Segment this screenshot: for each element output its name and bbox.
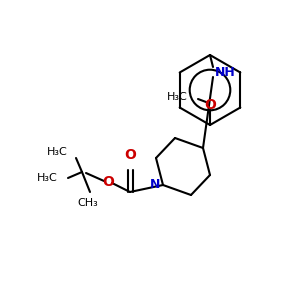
Text: CH₃: CH₃ — [78, 198, 98, 208]
Text: N: N — [150, 178, 160, 191]
Text: H₃C: H₃C — [167, 92, 188, 102]
Text: O: O — [124, 148, 136, 162]
Text: H₃C: H₃C — [37, 173, 58, 183]
Text: NH: NH — [215, 67, 236, 80]
Text: O: O — [204, 98, 216, 112]
Text: H₃C: H₃C — [47, 147, 68, 157]
Text: O: O — [102, 175, 114, 189]
